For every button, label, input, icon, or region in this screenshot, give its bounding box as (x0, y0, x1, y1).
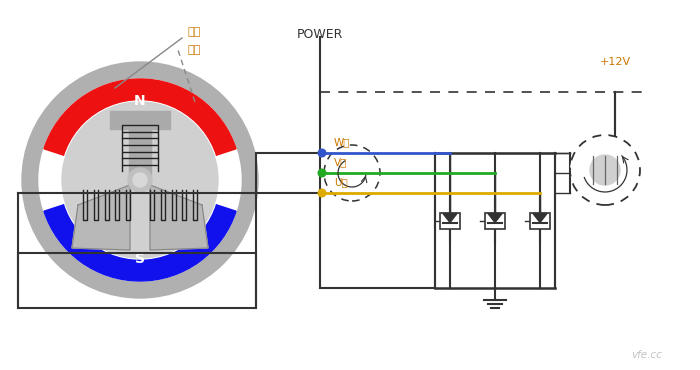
Circle shape (590, 155, 620, 185)
Circle shape (318, 169, 326, 177)
Text: POWER: POWER (297, 28, 343, 41)
Circle shape (570, 135, 640, 205)
Polygon shape (488, 213, 502, 222)
Bar (110, 111, 170, 129)
Text: vfe.cc: vfe.cc (631, 350, 662, 360)
Polygon shape (72, 185, 130, 250)
Circle shape (133, 173, 147, 187)
Text: +12V: +12V (599, 57, 631, 67)
Text: U相: U相 (334, 177, 348, 187)
Bar (18, 253, 256, 308)
Circle shape (62, 102, 218, 258)
Text: W相: W相 (334, 137, 351, 147)
Wedge shape (44, 79, 236, 156)
Polygon shape (443, 213, 457, 222)
Circle shape (39, 79, 241, 281)
Bar (440, 212, 460, 229)
Circle shape (61, 101, 219, 259)
Text: 转子: 转子 (188, 27, 202, 37)
Bar (129, 120, 151, 175)
Wedge shape (44, 204, 236, 281)
Text: V相: V相 (334, 157, 347, 167)
Bar (530, 212, 550, 229)
Polygon shape (533, 213, 547, 222)
Text: N: N (134, 94, 146, 108)
Circle shape (128, 168, 152, 192)
Text: S: S (135, 252, 145, 266)
Text: 定子: 定子 (188, 45, 202, 55)
Circle shape (318, 189, 326, 197)
Polygon shape (150, 185, 208, 250)
Circle shape (22, 62, 258, 298)
Bar (485, 212, 505, 229)
Circle shape (318, 149, 326, 157)
